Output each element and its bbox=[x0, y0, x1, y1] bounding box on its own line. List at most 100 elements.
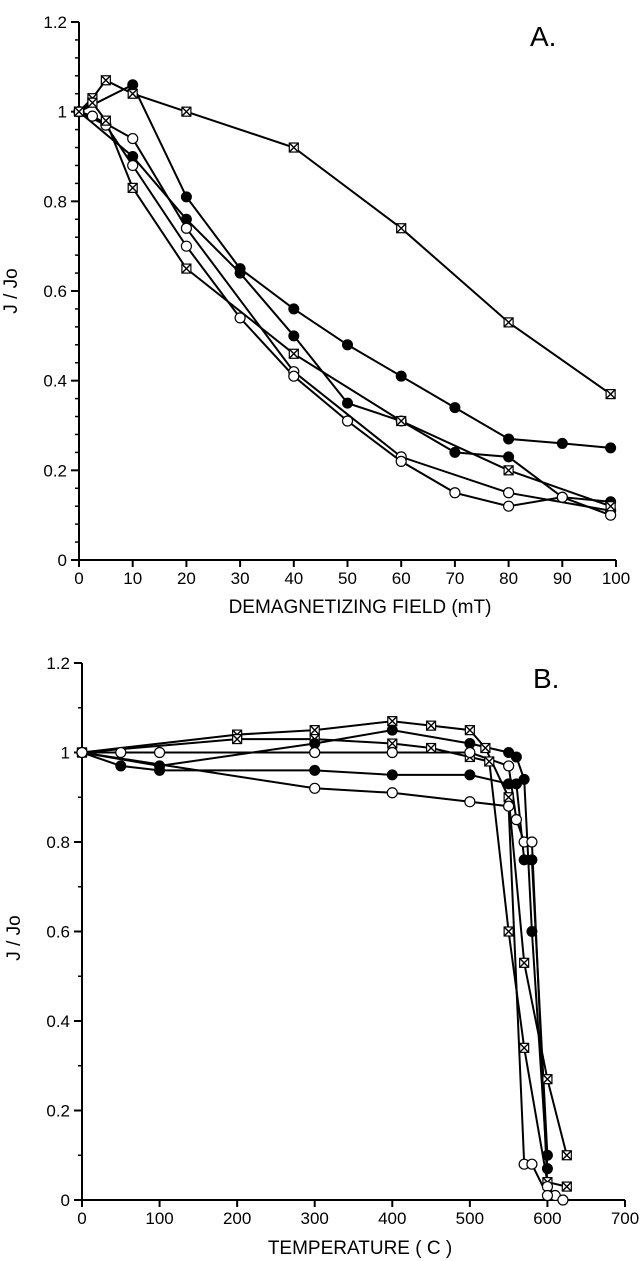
y-tick-label: 1.2 bbox=[43, 13, 67, 32]
chart-panel-b: B. TEMPERATURE ( C ) J / Jo 0 100 200 300 40… bbox=[4, 654, 639, 1259]
series-line bbox=[78, 83, 611, 449]
data-point-marker bbox=[464, 746, 476, 759]
data-point-marker bbox=[449, 402, 461, 414]
data-point-marker bbox=[288, 303, 300, 315]
x-tick-label: 0 bbox=[74, 569, 83, 588]
y-axis-title: J / Jo bbox=[1, 268, 22, 313]
data-point-marker bbox=[449, 487, 461, 499]
data-point-marker bbox=[309, 746, 321, 759]
data-point-marker bbox=[557, 1194, 569, 1206]
data-point-marker bbox=[464, 725, 475, 736]
series-line bbox=[81, 751, 549, 1196]
x-tick-label: 40 bbox=[284, 569, 303, 588]
data-point-marker bbox=[387, 716, 398, 727]
data-point-marker bbox=[503, 451, 515, 463]
data-point-marker bbox=[127, 132, 139, 145]
y-tick-label: 0.2 bbox=[43, 461, 67, 480]
data-point-marker bbox=[541, 1163, 553, 1175]
data-point-marker bbox=[503, 433, 515, 445]
x-tick-label: 500 bbox=[456, 1209, 484, 1228]
data-point-marker bbox=[180, 191, 192, 203]
x-tick-label: 10 bbox=[123, 569, 142, 588]
data-point-marker bbox=[503, 760, 515, 772]
data-point-marker bbox=[556, 437, 568, 449]
data-point-marker bbox=[341, 415, 354, 427]
y-tick-label: 0.6 bbox=[43, 282, 67, 301]
panel-label: A. bbox=[530, 21, 556, 52]
data-point-marker bbox=[503, 465, 514, 476]
data-point-marker bbox=[541, 1189, 554, 1202]
data-point-marker bbox=[73, 106, 85, 117]
data-point-marker bbox=[395, 370, 407, 382]
x-tick-label: 200 bbox=[223, 1209, 251, 1228]
y-tick-label: 0.8 bbox=[43, 192, 67, 211]
series-line bbox=[81, 729, 549, 1169]
x-tick-label: 600 bbox=[533, 1209, 561, 1228]
y-tick-label: 1 bbox=[61, 744, 70, 763]
data-point-marker bbox=[127, 88, 138, 99]
data-point-marker bbox=[480, 742, 491, 754]
x-tick-label: 90 bbox=[553, 569, 572, 588]
data-point-marker bbox=[503, 487, 515, 499]
x-tick-label: 700 bbox=[611, 1209, 639, 1228]
data-point-marker bbox=[232, 733, 243, 745]
series-line bbox=[78, 110, 611, 503]
x-tick-label: 70 bbox=[445, 569, 464, 588]
data-point-marker bbox=[396, 223, 407, 234]
data-point-marker bbox=[127, 79, 139, 91]
data-point-marker bbox=[510, 814, 523, 826]
data-point-marker bbox=[87, 97, 98, 108]
data-point-marker bbox=[396, 415, 407, 427]
data-point-marker bbox=[526, 854, 538, 866]
data-point-marker bbox=[503, 800, 515, 812]
data-point-marker bbox=[181, 106, 192, 117]
x-tick-label: 100 bbox=[602, 569, 630, 588]
x-tick-label: 60 bbox=[392, 569, 411, 588]
y-axis-title: J / Jo bbox=[4, 915, 25, 960]
data-point-marker bbox=[386, 724, 398, 736]
y-tick-label: 0.4 bbox=[43, 372, 67, 391]
data-point-marker bbox=[503, 792, 514, 803]
data-point-marker bbox=[180, 222, 192, 234]
series-line bbox=[82, 751, 564, 1201]
x-tick-label: 50 bbox=[338, 569, 357, 588]
data-point-marker bbox=[526, 836, 538, 848]
data-point-marker bbox=[464, 796, 476, 808]
data-point-marker bbox=[309, 782, 321, 794]
data-point-marker bbox=[503, 500, 515, 512]
data-point-marker bbox=[234, 267, 246, 279]
x-tick-label: 30 bbox=[231, 569, 250, 588]
data-point-marker bbox=[386, 769, 398, 781]
x-tick-label: 80 bbox=[499, 569, 518, 588]
data-point-marker bbox=[526, 926, 538, 937]
data-point-marker bbox=[556, 491, 568, 503]
data-point-marker bbox=[100, 75, 111, 86]
panel-label: B. bbox=[533, 663, 559, 694]
data-point-marker bbox=[541, 1149, 553, 1161]
data-point-marker bbox=[153, 746, 166, 759]
y-tick-label: 0.8 bbox=[46, 833, 70, 852]
data-point-marker bbox=[86, 110, 99, 122]
y-tick-label: 0 bbox=[58, 551, 67, 570]
data-point-marker bbox=[154, 764, 166, 776]
data-point-marker bbox=[309, 764, 321, 776]
series-line bbox=[81, 738, 568, 1188]
data-point-marker bbox=[464, 769, 476, 781]
data-point-marker bbox=[510, 751, 522, 763]
data-point-marker bbox=[288, 330, 300, 342]
chart-panel-a: A. DEMAGNETIZING FIELD (mT) J / Jo 0 10 20… bbox=[1, 13, 630, 618]
data-point-marker bbox=[342, 397, 353, 409]
y-tick-label: 0.2 bbox=[46, 1102, 70, 1121]
y-tick-label: 0.6 bbox=[46, 923, 70, 942]
x-tick-label: 0 bbox=[77, 1209, 86, 1228]
y-tick-label: 0.4 bbox=[46, 1012, 70, 1031]
data-point-marker bbox=[386, 746, 398, 759]
x-tick-label: 20 bbox=[177, 569, 196, 588]
data-point-marker bbox=[503, 926, 514, 937]
data-point-marker bbox=[181, 263, 192, 274]
data-point-marker bbox=[288, 370, 300, 382]
data-point-marker bbox=[503, 317, 514, 328]
data-point-marker bbox=[76, 746, 88, 759]
x-tick-label: 300 bbox=[301, 1209, 329, 1228]
